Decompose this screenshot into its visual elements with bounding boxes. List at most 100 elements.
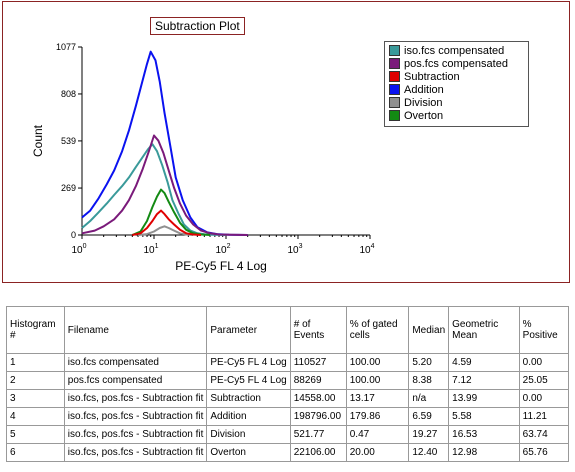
- table-cell: iso.fcs, pos.fcs - Subtraction fit: [63, 389, 208, 408]
- y-tick-label: 808: [61, 89, 76, 99]
- table-cell: 100.00: [345, 353, 410, 372]
- table-header-cell: Geometric Mean: [448, 306, 520, 354]
- series-line-subtraction: [132, 209, 202, 236]
- legend-label: Subtraction: [404, 70, 460, 83]
- table-cell: 19.27: [408, 425, 450, 444]
- table-cell: 4: [6, 407, 65, 426]
- table-cell: 6.59: [408, 407, 450, 426]
- legend-item: iso.fcs compensated: [389, 44, 524, 57]
- table-cell: pos.fcs compensated: [63, 371, 208, 390]
- table-cell: 16.53: [448, 425, 520, 444]
- table-cell: 8.38: [408, 371, 450, 390]
- table-header-row: Histogram # Filename Parameter # of Events%…: [6, 306, 570, 354]
- table-cell: PE-Cy5 FL 4 Log: [206, 371, 291, 390]
- table-cell: 63.74: [518, 425, 570, 444]
- table-header-cell: # of Events: [289, 306, 347, 354]
- legend-swatch: [389, 58, 400, 69]
- table-cell: 5.20: [408, 353, 450, 372]
- table-row: 2 pos.fcs compensated PE-Cy5 FL 4 Log 88269…: [6, 371, 570, 390]
- table-cell: Overton: [206, 443, 291, 462]
- chart-title: Subtraction Plot: [150, 17, 245, 35]
- table-cell: Subtraction: [206, 389, 291, 408]
- table-body: 1 iso.fcs compensated PE-Cy5 FL 4 Log 11052…: [6, 353, 570, 462]
- series-line-addition: [81, 50, 248, 236]
- table-cell: 25.05: [518, 371, 570, 390]
- table-cell: 4.59: [448, 353, 520, 372]
- table-row: 3 iso.fcs, pos.fcs - Subtraction fit Subtr…: [6, 389, 570, 408]
- legend-label: iso.fcs compensated: [404, 44, 505, 57]
- legend-label: Division: [404, 96, 443, 109]
- table-cell: 65.76: [518, 443, 570, 462]
- table-cell: iso.fcs compensated: [63, 353, 208, 372]
- table-cell: 13.17: [345, 389, 410, 408]
- x-tick-label: 104: [359, 243, 374, 256]
- table-cell: 110527: [289, 353, 347, 372]
- legend-item: Overton: [389, 109, 524, 122]
- table-cell: 1: [6, 353, 65, 372]
- table-cell: 0.47: [345, 425, 410, 444]
- series-line-iso-fcs-compensated: [81, 143, 227, 236]
- table-cell: 7.12: [448, 371, 520, 390]
- legend-swatch: [389, 84, 400, 95]
- y-axis-label: Count: [31, 124, 45, 157]
- table-cell: iso.fcs, pos.fcs - Subtraction fit: [63, 443, 208, 462]
- y-tick-label: 0: [71, 230, 76, 240]
- table-header-cell: % of gated cells: [345, 306, 410, 354]
- table-row: 4 iso.fcs, pos.fcs - Subtraction fit Addit…: [6, 407, 570, 426]
- table-cell: 12.40: [408, 443, 450, 462]
- table-cell: iso.fcs, pos.fcs - Subtraction fit: [63, 425, 208, 444]
- legend-swatch: [389, 71, 400, 82]
- table-cell: 0.00: [518, 353, 570, 372]
- x-tick-label: 101: [143, 243, 158, 256]
- legend-label: pos.fcs compensated: [404, 57, 508, 70]
- x-axis-label: PE-Cy5 FL 4 Log: [175, 259, 267, 273]
- table-cell: 13.99: [448, 389, 520, 408]
- table-cell: 521.77: [289, 425, 347, 444]
- x-tick-label: 103: [287, 243, 302, 256]
- series-line-pos-fcs-compensated: [81, 134, 248, 236]
- table-cell: iso.fcs, pos.fcs - Subtraction fit: [63, 407, 208, 426]
- table-cell: 3: [6, 389, 65, 408]
- table-cell: 198796.00: [289, 407, 347, 426]
- legend-item: Addition: [389, 83, 524, 96]
- table-cell: n/a: [408, 389, 450, 408]
- legend-swatch: [389, 97, 400, 108]
- y-tick-label: 1077: [56, 42, 76, 52]
- table-cell: 11.21: [518, 407, 570, 426]
- legend-swatch: [389, 45, 400, 56]
- legend-label: Overton: [404, 109, 444, 122]
- x-tick-label: 102: [215, 243, 230, 256]
- legend-label: Addition: [404, 83, 444, 96]
- table-row: 5 iso.fcs, pos.fcs - Subtraction fit Divis…: [6, 425, 570, 444]
- table-header-cell: Median: [408, 306, 450, 354]
- table-cell: 5: [6, 425, 65, 444]
- table-header-cell: Histogram #: [6, 306, 65, 354]
- table-cell: Division: [206, 425, 291, 444]
- table-cell: 20.00: [345, 443, 410, 462]
- table-cell: 12.98: [448, 443, 520, 462]
- statistics-table: Histogram # Filename Parameter # of Events%…: [6, 306, 570, 462]
- table-row: 1 iso.fcs compensated PE-Cy5 FL 4 Log 11052…: [6, 353, 570, 372]
- x-tick-label: 100: [71, 243, 86, 256]
- table-cell: 22106.00: [289, 443, 347, 462]
- table-header-cell: Parameter: [206, 306, 291, 354]
- legend-item: Subtraction: [389, 70, 524, 83]
- legend-item: pos.fcs compensated: [389, 57, 524, 70]
- table-header-cell: % Positive: [518, 306, 570, 354]
- table-cell: 14558.00: [289, 389, 347, 408]
- table-cell: PE-Cy5 FL 4 Log: [206, 353, 291, 372]
- legend-swatch: [389, 110, 400, 121]
- y-tick-label: 539: [61, 136, 76, 146]
- table-header-cell: Filename: [63, 306, 208, 354]
- legend-item: Division: [389, 96, 524, 109]
- series-line-division: [137, 225, 194, 236]
- y-tick-label: 269: [61, 183, 76, 193]
- table-cell: 88269: [289, 371, 347, 390]
- table-cell: 2: [6, 371, 65, 390]
- table-cell: 5.58: [448, 407, 520, 426]
- table-cell: 0.00: [518, 389, 570, 408]
- table-cell: 6: [6, 443, 65, 462]
- series-line-overton: [131, 188, 211, 236]
- table-cell: 179.86: [345, 407, 410, 426]
- histogram-chart: 0 269 539 808 1077 100 101 102 103 104 PE-Cy5 FL 4…: [31, 42, 375, 273]
